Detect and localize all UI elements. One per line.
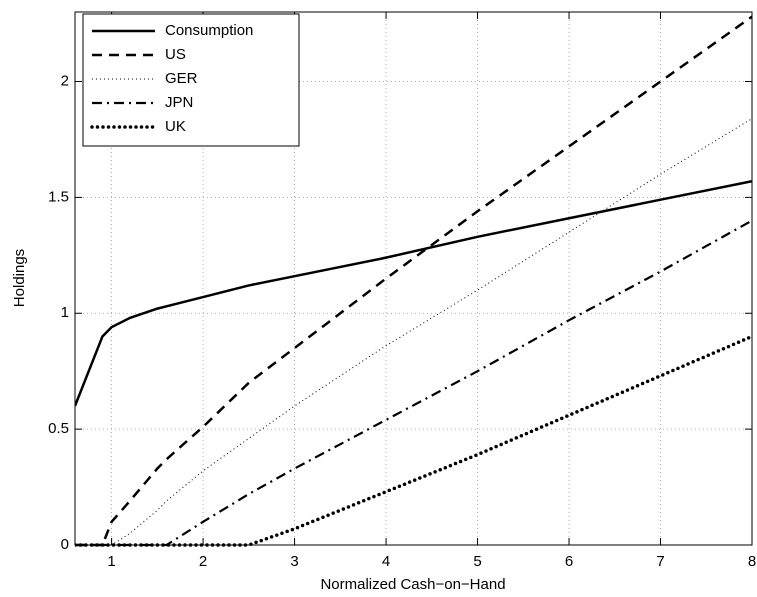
x-axis-label: Normalized Cash−on−Hand	[320, 576, 505, 593]
y-tick-label: 1.5	[48, 188, 69, 205]
x-tick-label: 5	[473, 553, 481, 570]
legend-box	[82, 13, 300, 147]
series-line	[75, 219, 752, 547]
x-tick-label: 8	[748, 553, 756, 570]
plot-border	[74, 11, 753, 546]
x-tick-label: 1	[107, 553, 115, 570]
y-tick-label: 2	[61, 72, 69, 89]
x-tick-label: 2	[199, 553, 207, 570]
y-tick-label: 0	[61, 536, 69, 553]
legend-label: UK	[165, 118, 186, 135]
series-line	[75, 179, 752, 407]
legend-label: GER	[165, 70, 198, 87]
y-tick-label: 0.5	[48, 420, 69, 437]
legend-label: Consumption	[165, 22, 253, 39]
series-line	[75, 118, 752, 546]
legend-label: JPN	[165, 94, 193, 111]
series-line	[75, 15, 752, 547]
y-axis-label: Holdings	[11, 249, 28, 307]
legend-label: US	[165, 46, 186, 63]
x-tick-label: 4	[382, 553, 390, 570]
y-tick-label: 1	[61, 304, 69, 321]
x-tick-label: 7	[656, 553, 664, 570]
x-tick-label: 3	[290, 553, 298, 570]
x-tick-label: 6	[565, 553, 573, 570]
